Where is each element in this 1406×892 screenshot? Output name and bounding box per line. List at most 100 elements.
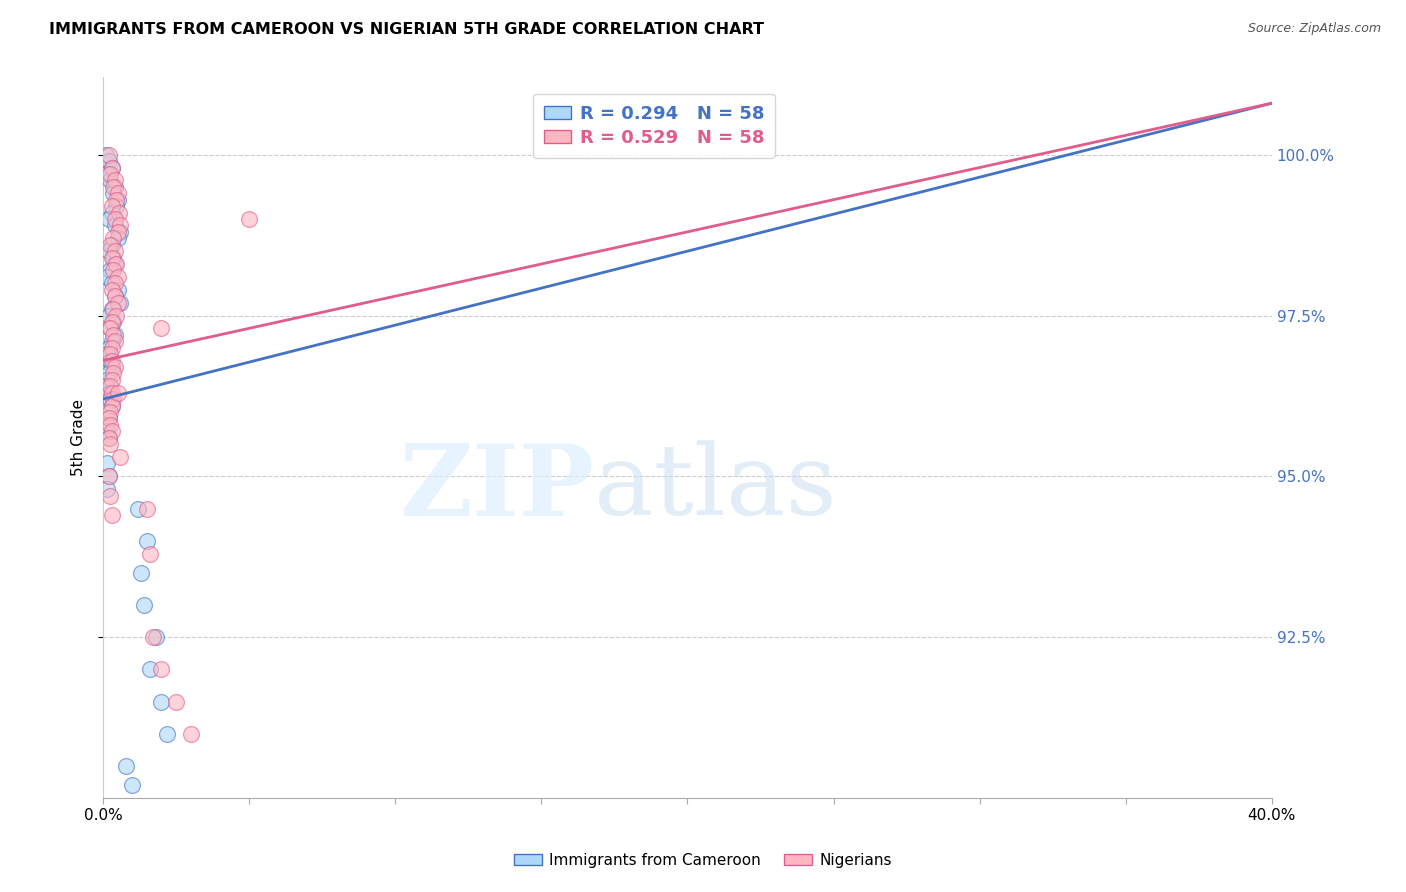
Point [100,237,122,252]
Point [145,630,167,644]
Point [100,353,122,368]
Point [238,212,260,227]
Point [98,405,121,419]
Point [94,147,117,161]
Point [94,417,117,432]
Point [96,347,118,361]
Point [104,219,127,233]
Text: IMMIGRANTS FROM CAMEROON VS NIGERIAN 5TH GRADE CORRELATION CHART: IMMIGRANTS FROM CAMEROON VS NIGERIAN 5TH… [49,22,765,37]
Point [98,437,121,451]
Point [101,392,124,406]
Point [98,353,121,368]
Point [107,193,129,207]
Point [105,193,128,207]
Point [100,283,122,297]
Point [100,161,122,175]
Point [98,417,121,432]
Point [98,173,121,187]
Point [101,231,124,245]
Point [97,147,120,161]
Point [100,425,122,439]
Point [97,469,120,483]
Point [101,186,124,201]
Point [104,289,127,303]
Point [101,251,124,265]
Point [101,301,124,316]
Point [101,367,124,381]
Point [100,508,122,522]
Point [98,263,121,277]
Point [100,161,122,175]
Point [97,431,120,445]
Point [104,179,127,194]
Point [107,295,129,310]
Point [101,327,124,342]
Point [97,411,120,425]
Point [138,662,160,676]
Legend: Immigrants from Cameroon, Nigerians: Immigrants from Cameroon, Nigerians [508,847,898,873]
Point [104,327,127,342]
Point [96,405,118,419]
Point [100,334,122,349]
Point [100,341,122,355]
Point [96,425,118,439]
Point [97,411,120,425]
Point [104,257,127,271]
Point [105,309,128,323]
Point [96,167,118,181]
Point [180,727,202,741]
Point [138,547,160,561]
Point [98,379,121,393]
Point [97,244,120,259]
Point [100,359,122,374]
Point [98,392,121,406]
Point [97,154,120,169]
Point [98,347,121,361]
Point [100,399,122,413]
Point [100,385,122,400]
Point [104,244,127,259]
Point [94,379,117,393]
Point [98,321,121,335]
Point [110,219,132,233]
Point [101,263,124,277]
Point [100,399,122,413]
Point [121,778,143,792]
Point [104,289,127,303]
Point [150,694,173,708]
Point [107,385,129,400]
Point [97,385,120,400]
Point [100,301,122,316]
Text: atlas: atlas [593,441,837,536]
Point [127,501,149,516]
Y-axis label: 5th Grade: 5th Grade [72,400,86,476]
Point [132,598,155,612]
Point [100,199,122,213]
Legend: R = 0.294   N = 58, R = 0.529   N = 58: R = 0.294 N = 58, R = 0.529 N = 58 [533,94,775,158]
Point [107,283,129,297]
Point [150,662,173,676]
Point [98,489,121,503]
Point [98,167,121,181]
Point [107,231,129,245]
Point [107,225,129,239]
Point [104,334,127,349]
Point [156,727,179,741]
Point [97,367,120,381]
Point [97,309,120,323]
Point [135,533,157,548]
Point [96,457,118,471]
Point [100,251,122,265]
Point [101,315,124,329]
Point [100,205,122,219]
Point [97,212,120,227]
Point [105,257,128,271]
Point [104,173,127,187]
Point [135,501,157,516]
Point [97,469,120,483]
Point [100,315,122,329]
Point [100,373,122,387]
Point [98,321,121,335]
Point [104,277,127,291]
Text: ZIP: ZIP [399,440,593,537]
